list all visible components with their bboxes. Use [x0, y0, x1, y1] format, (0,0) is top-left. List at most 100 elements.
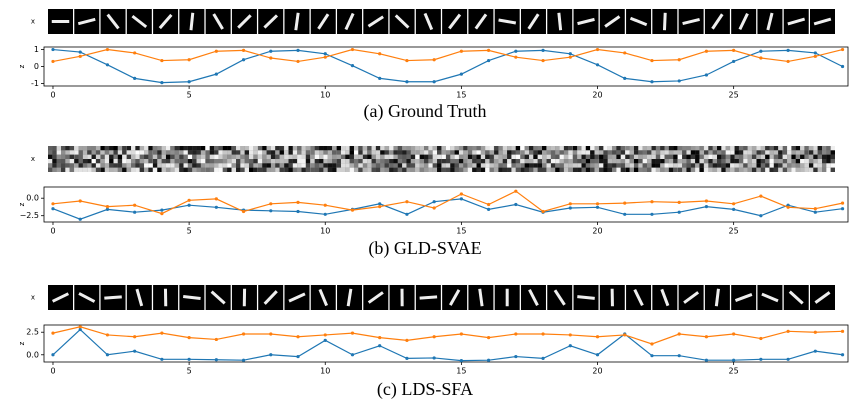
- thumbnail-noise: [289, 155, 293, 159]
- thumbnail-noise: [428, 168, 432, 172]
- thumbnail-noise: [652, 146, 656, 150]
- thumbnail-noise: [192, 146, 196, 150]
- thumbnail-noise: [201, 146, 205, 150]
- thumbnail-noise: [223, 155, 227, 159]
- thumbnail-noise: [818, 146, 822, 150]
- thumbnail-noise: [735, 163, 739, 167]
- thumbnail-noise: [621, 163, 625, 167]
- thumbnail-noise: [140, 163, 144, 167]
- thumbnail-noise: [323, 150, 327, 154]
- thumbnail-noise: [783, 168, 787, 172]
- thumbnail-noise: [302, 146, 306, 150]
- thumbnail-noise: [804, 168, 808, 172]
- thumbnail-noise: [831, 163, 835, 167]
- thumbnail-noise: [555, 168, 559, 172]
- thumbnail-noise: [525, 155, 529, 159]
- thumbnail-stroke: [191, 13, 193, 30]
- thumbnail-noise: [665, 159, 669, 163]
- point: [569, 202, 572, 205]
- thumbnail-noise: [380, 150, 384, 154]
- thumbnail-noise: [822, 150, 826, 154]
- point: [378, 52, 381, 55]
- thumbnail-noise: [433, 155, 437, 159]
- point: [596, 353, 599, 356]
- thumbnail-noise: [52, 150, 56, 154]
- thumbnail-noise: [533, 159, 537, 163]
- thumbnail-noise: [201, 159, 205, 163]
- point: [569, 333, 572, 336]
- thumbnail-noise: [100, 146, 104, 150]
- thumbnail-noise: [135, 168, 139, 172]
- thumbnail-noise: [525, 163, 529, 167]
- thumbnail-noise: [525, 150, 529, 154]
- thumbnail-noise: [699, 150, 703, 154]
- thumbnail-noise: [516, 168, 520, 172]
- thumbnail-noise: [376, 150, 380, 154]
- point: [787, 206, 790, 209]
- thumbnail-noise: [485, 168, 489, 172]
- thumbnail-noise: [564, 146, 568, 150]
- point: [514, 355, 517, 358]
- thumbnail-noise: [529, 159, 533, 163]
- thumbnail-noise: [184, 150, 188, 154]
- point: [541, 49, 544, 52]
- y-axis-label: z: [18, 64, 26, 68]
- thumbnail-noise: [105, 146, 109, 150]
- point: [433, 80, 436, 83]
- thumbnail-noise: [140, 155, 144, 159]
- thumbnail-noise: [61, 150, 65, 154]
- thumbnail-noise: [315, 159, 319, 163]
- thumbnail-noise: [218, 163, 222, 167]
- thumbnail-noise: [547, 155, 551, 159]
- thumbnail-noise: [170, 159, 174, 163]
- thumbnail-noise: [573, 155, 577, 159]
- point: [215, 50, 218, 53]
- thumbnail-noise: [367, 159, 371, 163]
- thumbnail-noise: [306, 159, 310, 163]
- thumbnail-noise: [713, 155, 717, 159]
- thumbnail-noise: [415, 150, 419, 154]
- thumbnail-noise: [551, 159, 555, 163]
- point: [79, 199, 82, 202]
- thumbnail-noise: [739, 150, 743, 154]
- thumbnail-noise: [232, 159, 236, 163]
- thumbnail-noise: [485, 159, 489, 163]
- thumbnail-noise: [730, 159, 734, 163]
- thumbnail-noise: [293, 159, 297, 163]
- thumbnail-noise: [594, 150, 598, 154]
- thumbnail-noise: [319, 155, 323, 159]
- thumbnail-noise: [87, 150, 91, 154]
- thumbnail-noise: [490, 168, 494, 172]
- thumbnail-noise: [494, 150, 498, 154]
- thumbnail-noise: [656, 150, 660, 154]
- thumbnail-noise: [328, 146, 332, 150]
- thumbnail-noise: [577, 150, 581, 154]
- thumbnail-noise: [581, 159, 585, 163]
- thumbnail-noise: [52, 155, 56, 159]
- thumbnail-noise: [586, 159, 590, 163]
- thumbnail-noise: [721, 155, 725, 159]
- point: [378, 336, 381, 339]
- thumbnail-noise: [652, 159, 656, 163]
- thumbnail-noise: [332, 159, 336, 163]
- thumbnail-noise: [350, 163, 354, 167]
- thumbnail-noise: [686, 146, 690, 150]
- thumbnail-noise: [616, 163, 620, 167]
- thumbnail-noise: [380, 155, 384, 159]
- thumbnail-noise: [778, 168, 782, 172]
- point: [841, 353, 844, 356]
- thumbnail-noise: [791, 159, 795, 163]
- point: [106, 48, 109, 51]
- point: [759, 50, 762, 53]
- point: [705, 50, 708, 53]
- thumbnail-noise: [354, 155, 358, 159]
- point: [106, 63, 109, 66]
- thumbnail-noise: [463, 168, 467, 172]
- thumbnail-noise: [783, 150, 787, 154]
- thumbnail-noise: [262, 163, 266, 167]
- thumbnail-noise: [57, 159, 61, 163]
- thumbnail-noise: [511, 159, 515, 163]
- point: [269, 50, 272, 53]
- thumbnail-noise: [695, 150, 699, 154]
- point: [433, 58, 436, 61]
